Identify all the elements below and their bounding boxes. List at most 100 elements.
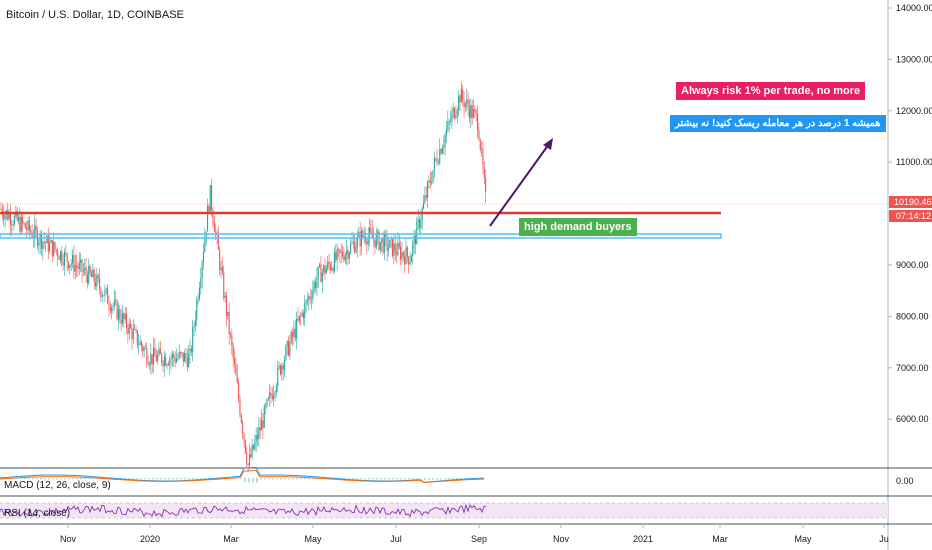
candle-body: [178, 352, 180, 358]
macd-histogram-bar: [292, 478, 294, 480]
rsi-line: [0, 503, 487, 518]
candle-body: [223, 272, 225, 298]
candle-body: [221, 267, 223, 273]
candle-body: [12, 224, 14, 226]
macd-histogram-bar: [428, 478, 430, 480]
macd-histogram-bar: [208, 478, 210, 479]
candle-body: [94, 281, 97, 287]
candle-body: [319, 264, 321, 267]
candle-body: [306, 300, 308, 302]
candle-body: [471, 104, 473, 118]
x-tick-label: Jul: [390, 534, 402, 544]
candle-body: [477, 113, 479, 130]
candle-body: [105, 288, 107, 290]
candle-body: [62, 262, 64, 266]
candle-body: [88, 266, 90, 284]
risk-note-english[interactable]: Always risk 1% per trade, no more: [676, 82, 866, 100]
last-price-tag: [889, 196, 932, 208]
y-tick-label: 13000.00: [896, 54, 932, 64]
macd-histogram-bar: [48, 478, 50, 480]
candle-body: [436, 158, 438, 163]
candle-body: [333, 251, 335, 272]
macd-histogram-bar: [360, 478, 362, 480]
candle-body: [240, 414, 242, 423]
risk-note-persian[interactable]: همیشه 1 درصد در هر معامله ریسک کنید! نه …: [670, 115, 886, 132]
candle-body: [108, 303, 110, 308]
candle-body: [273, 394, 275, 400]
demand-note[interactable]: high demand buyers: [519, 218, 637, 236]
candle-body: [198, 287, 200, 299]
macd-histogram-bar: [460, 478, 462, 479]
macd-histogram-bar: [120, 478, 122, 479]
candle-body: [359, 232, 361, 247]
candle-body: [454, 108, 456, 119]
candle-body: [43, 241, 45, 243]
candle-body: [447, 121, 449, 130]
candle-body: [196, 300, 198, 320]
macd-histogram-bar: [448, 478, 450, 480]
candle-body: [26, 228, 28, 231]
candle-body: [113, 300, 115, 306]
candle-body: [123, 313, 125, 320]
candle-body: [281, 365, 283, 375]
candle-body: [428, 180, 430, 183]
candle-body: [296, 318, 298, 339]
candle-body: [472, 109, 475, 118]
candle-body: [313, 282, 315, 290]
candle-body: [331, 268, 333, 270]
macd-histogram-bar: [180, 478, 182, 480]
candle-body: [163, 356, 165, 367]
candle-body: [192, 327, 194, 352]
candle-body: [243, 433, 245, 440]
candle-body: [252, 444, 254, 450]
candle-body: [459, 95, 461, 103]
candle-body: [278, 365, 280, 367]
candle-body: [3, 215, 5, 220]
candle-body: [111, 306, 113, 312]
candle-body: [193, 325, 195, 328]
candle-body: [312, 289, 314, 299]
candle-body: [151, 354, 153, 365]
candle-body: [270, 392, 272, 396]
candle-body: [138, 344, 140, 346]
candle-body: [180, 352, 182, 354]
candle-body: [412, 243, 414, 256]
candle-body: [38, 243, 40, 246]
trend-arrow-head: [543, 138, 553, 150]
candle-body: [350, 243, 352, 253]
candle-body: [35, 225, 37, 231]
candle-body: [339, 249, 341, 253]
x-tick-label: Mar: [712, 534, 728, 544]
candle-body: [348, 252, 350, 259]
candle-body: [46, 235, 48, 244]
candle-body: [92, 269, 94, 278]
candle-body: [55, 249, 57, 251]
candle-body: [414, 235, 416, 245]
candle-body: [155, 356, 157, 362]
candle-body: [267, 397, 269, 400]
candle-body: [54, 242, 56, 250]
candle-body: [262, 420, 264, 428]
candle-body: [347, 249, 349, 259]
candle-body: [324, 265, 326, 274]
candle-body: [207, 205, 209, 232]
candle-body: [462, 88, 464, 100]
macd-value: 0.00: [896, 476, 914, 486]
candle-body: [248, 454, 250, 466]
candle-body: [443, 144, 445, 149]
candle-body: [50, 240, 52, 243]
candle-body: [279, 365, 281, 375]
candle-body: [427, 182, 429, 198]
macd-histogram-bar: [160, 478, 162, 480]
candle-body: [325, 268, 327, 274]
candle-body: [286, 341, 288, 347]
y-tick-label: 12000.00: [896, 106, 932, 116]
candle-body: [329, 264, 331, 270]
candle-body: [135, 328, 137, 331]
candle-body: [389, 240, 391, 248]
macd-histogram-bar: [236, 478, 238, 479]
macd-histogram-bar: [256, 478, 258, 483]
candle-body: [421, 208, 423, 221]
x-tick-label: Ju: [879, 534, 889, 544]
